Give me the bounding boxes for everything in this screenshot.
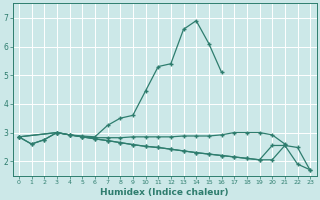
X-axis label: Humidex (Indice chaleur): Humidex (Indice chaleur) [100, 188, 229, 197]
